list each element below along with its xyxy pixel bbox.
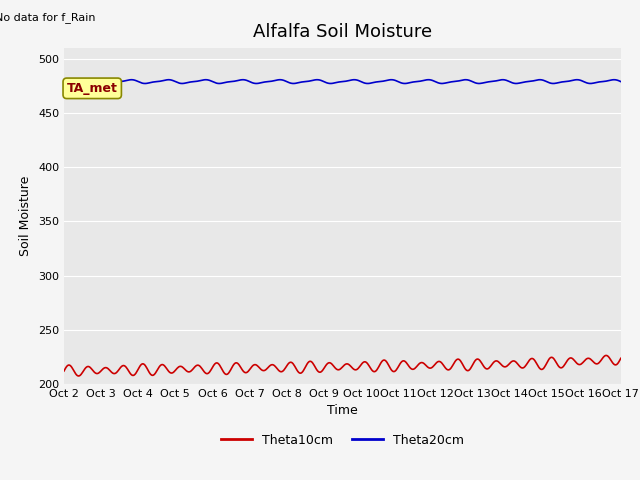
Theta10cm <box>214 360 222 366</box>
Theta20cm <box>184 80 192 85</box>
Theta20cm <box>401 81 408 86</box>
Theta10cm <box>411 366 419 372</box>
Y-axis label: Soil Moisture: Soil Moisture <box>19 176 33 256</box>
Text: No data for f_Rain: No data for f_Rain <box>0 12 95 23</box>
Line: Theta20cm: Theta20cm <box>64 80 621 84</box>
Theta10cm <box>128 372 136 378</box>
Theta20cm <box>428 77 436 83</box>
Line: Theta10cm: Theta10cm <box>64 355 621 376</box>
Theta10cm <box>428 365 435 371</box>
X-axis label: Time: Time <box>327 405 358 418</box>
Theta10cm <box>70 368 78 374</box>
Theta20cm <box>70 80 78 86</box>
Title: Alfalfa Soil Moisture: Alfalfa Soil Moisture <box>253 23 432 41</box>
Theta20cm <box>276 77 284 83</box>
Legend: Theta10cm, Theta20cm: Theta10cm, Theta20cm <box>216 429 469 452</box>
Theta20cm <box>214 81 221 86</box>
Theta10cm <box>617 355 625 361</box>
Theta10cm <box>75 373 83 379</box>
Theta10cm <box>60 368 68 374</box>
Theta20cm <box>412 79 419 84</box>
Text: TA_met: TA_met <box>67 82 118 95</box>
Theta10cm <box>185 369 193 375</box>
Theta20cm <box>127 77 135 83</box>
Theta20cm <box>617 79 625 84</box>
Theta20cm <box>60 79 68 84</box>
Theta10cm <box>602 352 610 358</box>
